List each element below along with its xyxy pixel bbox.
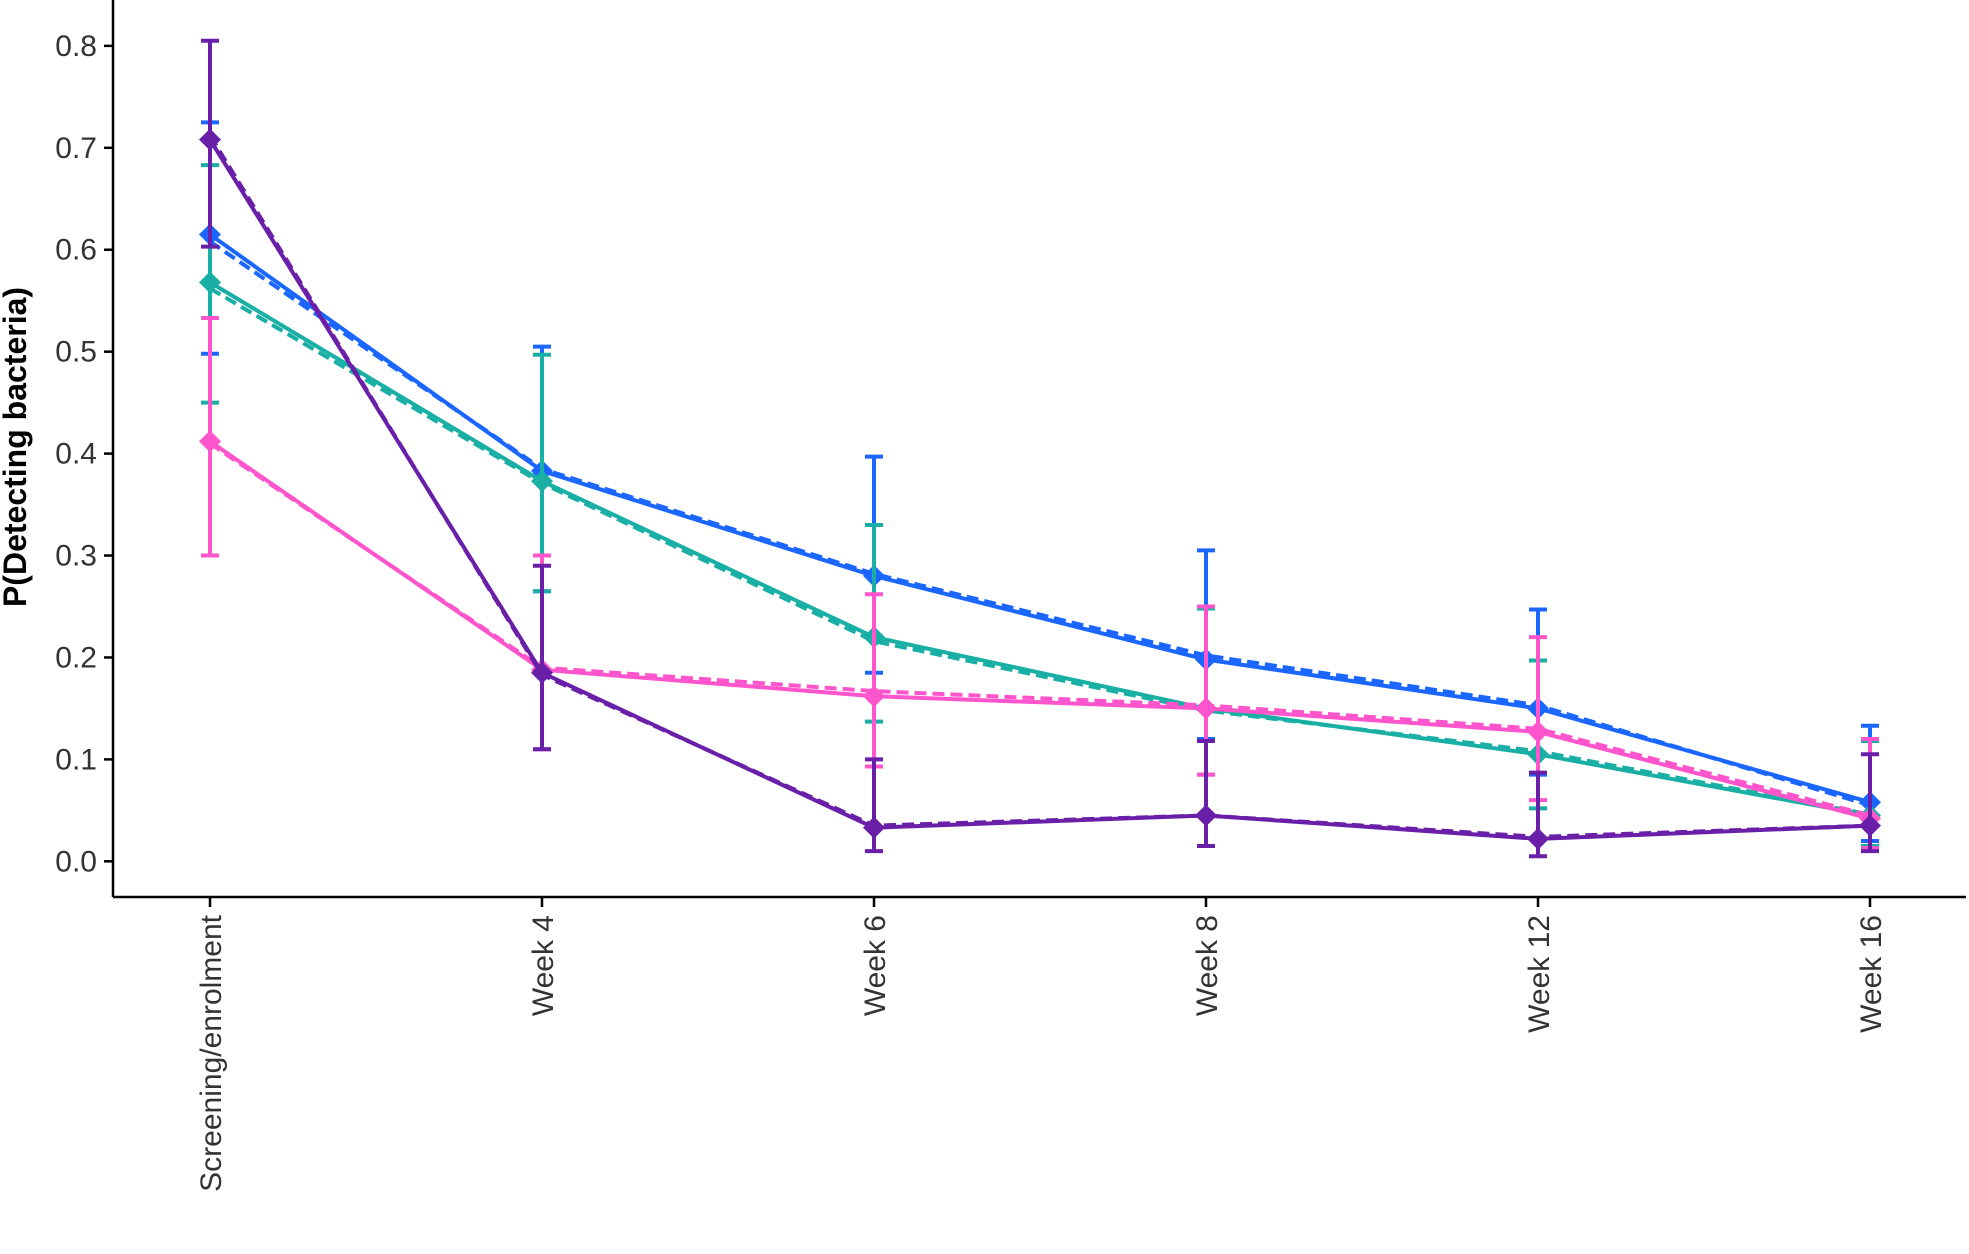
y-tick-label: 0.6 xyxy=(55,234,97,267)
plot-area xyxy=(199,38,1881,859)
data-point xyxy=(531,470,553,493)
data-point xyxy=(199,128,221,151)
data-point xyxy=(863,816,885,839)
fitted-line xyxy=(208,239,1871,808)
y-tick-label: 0.2 xyxy=(55,641,97,674)
observed-line xyxy=(208,138,1871,841)
observed-line xyxy=(208,232,1871,805)
x-tick-label: Week 4 xyxy=(527,915,560,1016)
y-tick-label: 0.8 xyxy=(55,30,97,63)
data-point xyxy=(1859,814,1881,837)
data-point xyxy=(863,685,885,708)
y-tick-label: 0.4 xyxy=(55,438,97,471)
data-point xyxy=(531,661,553,684)
x-tick-label: Week 16 xyxy=(1855,915,1888,1033)
data-point xyxy=(199,430,221,453)
x-tick-label: Screening/enrolment xyxy=(195,914,228,1191)
y-axis-title: P(Detecting bacteria) xyxy=(0,287,33,607)
data-point xyxy=(1527,827,1549,850)
data-point xyxy=(1195,697,1217,720)
x-tick-label: Week 8 xyxy=(1191,915,1224,1016)
series-4 xyxy=(199,38,1881,859)
x-tick-label: Week 12 xyxy=(1523,915,1556,1033)
series-1 xyxy=(199,120,1881,843)
y-ticks: 0.0 0.1 0.2 0.3 0.4 0.5 0.6 0.7 0.8 xyxy=(55,30,113,878)
data-point xyxy=(199,271,221,294)
y-tick-label: 0.1 xyxy=(55,743,97,776)
y-tick-label: 0.0 xyxy=(55,845,97,878)
fitted-line xyxy=(208,441,1871,818)
data-point xyxy=(1195,804,1217,827)
series-2 xyxy=(199,163,1881,849)
data-point xyxy=(1527,720,1549,743)
observed-line xyxy=(208,280,1871,818)
fitted-line xyxy=(208,286,1871,817)
observed-line xyxy=(208,439,1871,821)
y-tick-label: 0.3 xyxy=(55,540,97,573)
y-tick-label: 0.5 xyxy=(55,336,97,369)
y-tick-label: 0.7 xyxy=(55,132,97,165)
x-tick-label: Week 6 xyxy=(859,915,892,1016)
x-ticks: Screening/enrolment Week 4 Week 6 Week 8 Wee… xyxy=(195,897,1888,1192)
chart-axes xyxy=(111,0,1966,899)
